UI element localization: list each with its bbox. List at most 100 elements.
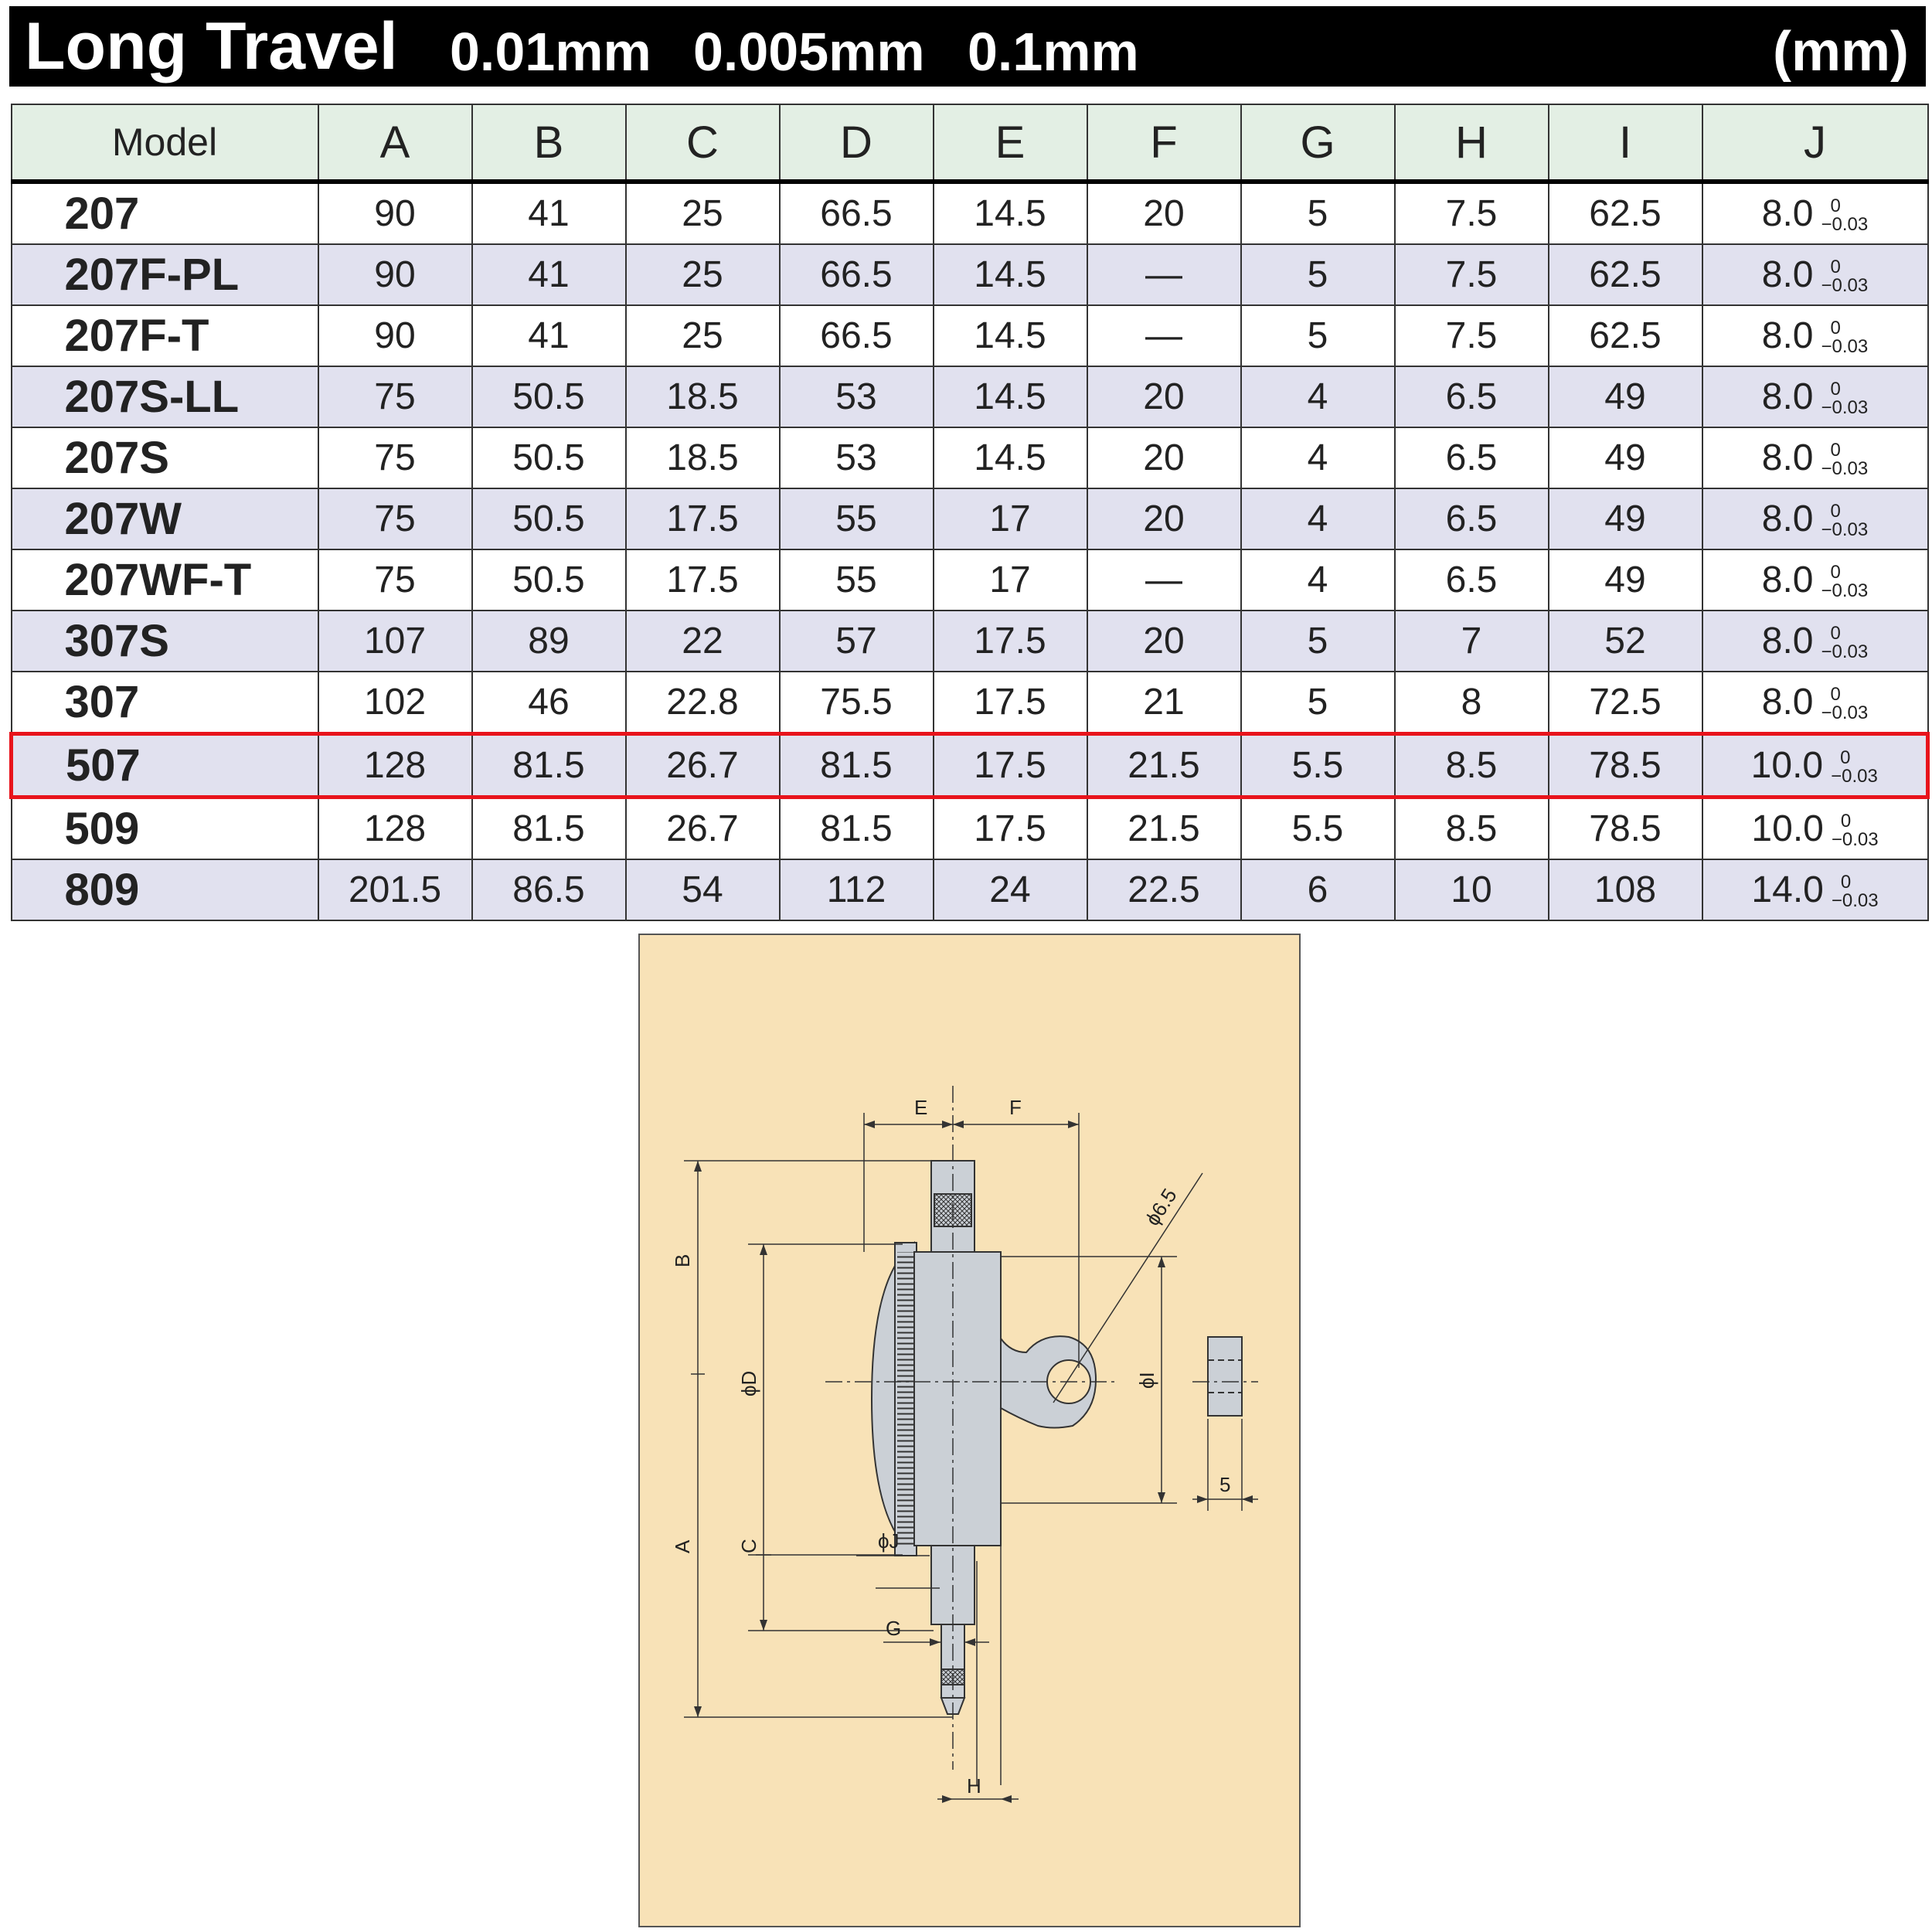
cell-model: 207 [10,181,319,245]
cell-j-value: 8.0 [1761,376,1814,417]
cell-h: 7.5 [1393,304,1549,367]
tolerance-upper: 0 [1830,501,1841,522]
cell-c: 26.7 [624,796,781,860]
tolerance-lower: −0.03 [1821,641,1869,663]
cell-j-value: 8.0 [1761,254,1814,295]
cell-c: 25 [624,304,781,367]
table-row: 307S 107 89 22 57 17.5 20 5 7 52 8.0 0 −0.03 [10,610,1929,672]
tolerance-upper: 0 [1830,257,1841,278]
tolerance-upper: 0 [1830,379,1841,400]
label-phi-i: ϕI [1135,1372,1158,1389]
header-i: I [1547,104,1703,182]
cell-c: 22.8 [624,671,781,735]
cell-b: 81.5 [471,796,627,860]
cell-g: 6 [1240,859,1396,921]
cell-j-value: 8.0 [1761,560,1814,600]
cell-j: 8.0 0 −0.03 [1701,427,1929,489]
tolerance: 0 −0.03 [1821,197,1869,234]
header-model: Model [10,104,319,182]
label-e: E [914,1096,927,1119]
cell-b: 86.5 [471,859,627,921]
cell-a: 102 [317,671,473,735]
cell-c: 17.5 [624,549,781,611]
cell-e: 14.5 [932,243,1088,306]
cell-j: 8.0 0 −0.03 [1701,304,1929,367]
resolution-spec-3: 0.1mm [968,22,1139,82]
header-h: H [1393,104,1549,182]
cell-d: 81.5 [778,796,934,860]
cell-model: 207F-PL [10,243,319,306]
cell-j-value: 8.0 [1761,621,1814,662]
cell-a: 90 [317,243,473,306]
centerlines [825,1086,1258,1770]
cell-j-value: 14.0 [1751,869,1824,910]
tolerance-lower: −0.03 [1821,397,1869,419]
cell-j: 8.0 0 −0.03 [1701,488,1929,550]
cell-b: 41 [471,243,627,306]
cell-e: 17.5 [932,671,1088,735]
cell-f: 20 [1086,488,1242,550]
cell-h: 6.5 [1393,366,1549,428]
label-5: 5 [1219,1473,1230,1496]
cell-model: 809 [10,859,319,921]
cell-a: 75 [317,488,473,550]
cell-g: 4 [1240,366,1396,428]
tolerance: 0 −0.03 [1832,873,1879,910]
cell-a: 90 [317,181,473,245]
tolerance: 0 −0.03 [1821,563,1869,600]
cell-model: 207W [10,488,319,550]
cell-e: 17.5 [932,732,1088,799]
cell-i: 49 [1547,366,1703,428]
tolerance-upper: 0 [1830,318,1841,339]
cell-c: 17.5 [624,488,781,550]
table-row: 207 90 41 25 66.5 14.5 20 5 7.5 62.5 8.0 0 −0.03 [10,181,1929,245]
cell-e: 14.5 [932,181,1088,245]
cell-i: 49 [1547,427,1703,489]
cell-j-value: 8.0 [1761,193,1814,234]
cell-j-value: 10.0 [1750,745,1824,786]
cell-b: 50.5 [471,366,627,428]
cell-f: 20 [1086,366,1242,428]
cell-h: 10 [1393,859,1549,921]
resolution-spec-1: 0.01mm [450,22,651,82]
tolerance: 0 −0.03 [1821,624,1869,662]
cell-e: 14.5 [932,366,1088,428]
cell-i: 72.5 [1547,671,1703,735]
tolerance: 0 −0.03 [1821,380,1869,417]
dimension-table: Model A B C D E F G H I J 207 90 41 25 6 6.5 1… [9,104,1930,921]
cell-h: 8.5 [1393,796,1549,860]
cell-c: 18.5 [624,427,781,489]
cell-a: 128 [317,796,473,860]
cell-j: 10.0 0 −0.03 [1701,732,1930,799]
tolerance-lower: −0.03 [1821,458,1869,480]
tolerance-upper: 0 [1840,811,1852,832]
cell-g: 5 [1240,671,1396,735]
cell-d: 112 [778,859,934,921]
cell-c: 26.7 [624,732,781,799]
cell-i: 78.5 [1547,796,1703,860]
tolerance-upper: 0 [1830,440,1841,461]
tolerance-lower: −0.03 [1821,275,1869,297]
cell-i: 49 [1547,549,1703,611]
cell-d: 55 [778,488,934,550]
table-row: 207F-PL 90 41 25 66.5 14.5—5 7.5 62.5 8.0 0 −0.03 [10,243,1929,306]
header-b: B [471,104,627,182]
table-header-row: Model A B C D E F G H I J [10,104,1929,182]
table-body: 207 90 41 25 66.5 14.5 20 5 7.5 62.5 8.0 0 −0.03 207F… [9,181,1930,921]
cell-g: 5 [1240,181,1396,245]
tolerance-lower: −0.03 [1821,702,1869,724]
cell-h: 6.5 [1393,549,1549,611]
tolerance-upper: 0 [1830,196,1841,217]
tolerance-lower: −0.03 [1821,336,1869,358]
cell-i: 62.5 [1547,304,1703,367]
cell-i: 52 [1547,610,1703,672]
cell-j: 8.0 0 −0.03 [1701,181,1929,245]
tolerance: 0 −0.03 [1821,502,1869,539]
tolerance-upper: 0 [1830,623,1841,645]
cell-h: 6.5 [1393,488,1549,550]
cell-j-value: 10.0 [1751,808,1824,849]
cell-j: 8.0 0 −0.03 [1701,671,1929,735]
bezel-knurl [897,1252,914,1547]
title-text: Long Travel [25,9,398,83]
cell-model: 207F-T [10,304,319,367]
